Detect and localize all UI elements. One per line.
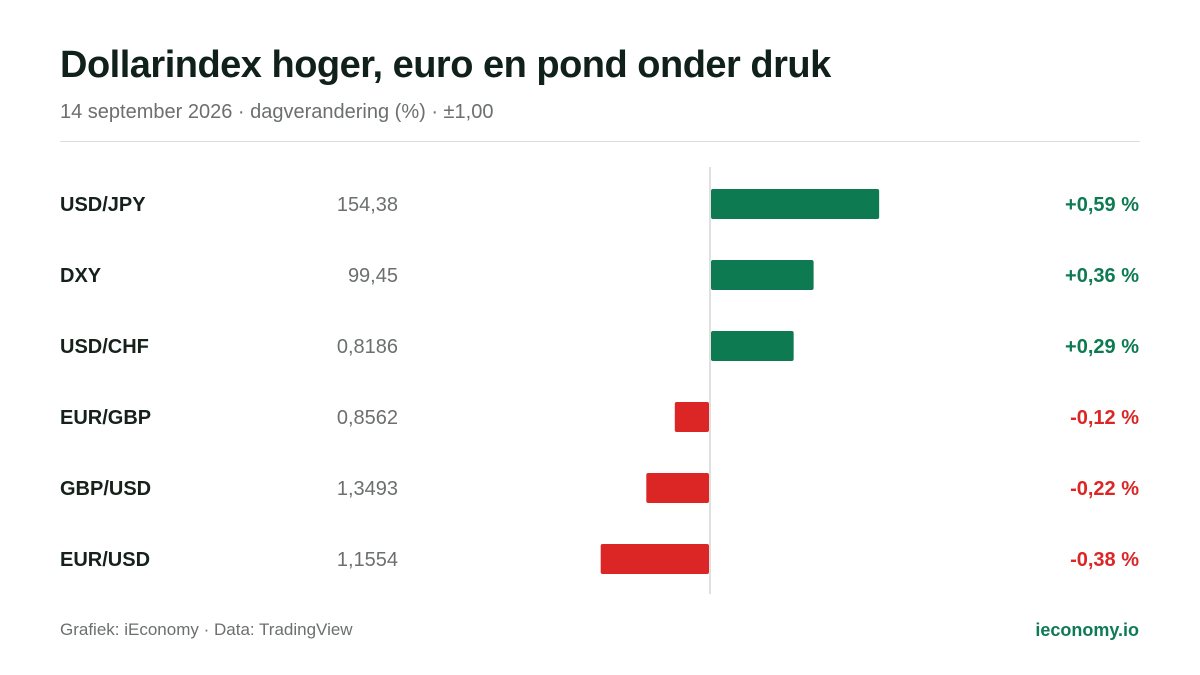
row-change-label: +0,29 % xyxy=(1065,336,1139,358)
row-label: EUR/USD xyxy=(60,549,150,571)
row-change-label: +0,59 % xyxy=(1065,194,1139,216)
row-label: DXY xyxy=(60,265,102,287)
row-label: USD/JPY xyxy=(60,194,146,216)
row-change-label: -0,22 % xyxy=(1070,478,1139,500)
row-price: 154,38 xyxy=(337,194,398,216)
row-price: 0,8186 xyxy=(337,336,398,358)
row-label: EUR/GBP xyxy=(60,407,151,429)
row-price: 1,3493 xyxy=(337,478,398,500)
bar-dxy xyxy=(711,260,814,290)
bar-eur-gbp xyxy=(674,402,709,432)
row-change-label: -0,38 % xyxy=(1070,549,1139,571)
row-price: 0,8562 xyxy=(337,407,398,429)
bar-usd-chf xyxy=(711,331,794,361)
row-label: GBP/USD xyxy=(60,478,151,500)
bar-gbp-usd xyxy=(646,473,709,503)
row-change-label: +0,36 % xyxy=(1065,265,1139,287)
row-change-label: -0,12 % xyxy=(1070,407,1139,429)
row-price: 1,1554 xyxy=(337,549,398,571)
chart-subtitle: 14 september 2026 · dagverandering (%) ·… xyxy=(60,101,494,123)
row-price: 99,45 xyxy=(348,265,398,287)
chart-title: Dollarindex hoger, euro en pond onder dr… xyxy=(60,44,831,86)
source-credit: Grafiek: iEconomy · Data: TradingView xyxy=(60,620,353,639)
header-divider xyxy=(60,141,1140,142)
bar-usd-jpy xyxy=(711,189,880,219)
row-label: USD/CHF xyxy=(60,336,149,358)
brand-link[interactable]: ieconomy.io xyxy=(1035,620,1139,640)
bar-eur-usd xyxy=(600,544,709,574)
